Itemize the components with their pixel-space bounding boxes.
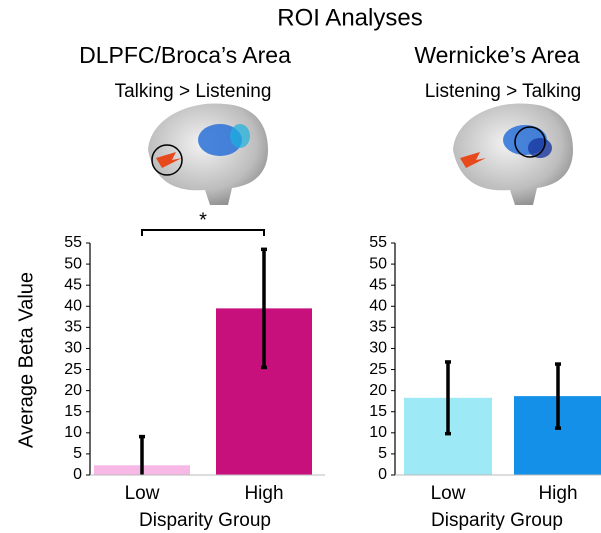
error-bar [261, 247, 267, 370]
y-tick-label: 50 [64, 255, 82, 272]
y-tick-label: 10 [64, 424, 82, 441]
y-tick-label: 45 [64, 276, 82, 293]
y-tick-label: 45 [369, 276, 387, 293]
y-tick-label: 50 [369, 255, 387, 272]
x-tick-label: High [244, 483, 283, 504]
plot-area [94, 247, 312, 476]
y-tick-label: 5 [378, 445, 387, 462]
brain-image [453, 103, 573, 205]
x-tick-label: Low [431, 483, 466, 504]
plot-area [404, 360, 601, 475]
error-bar [139, 434, 145, 476]
y-tick-label: 15 [64, 403, 82, 420]
figure-title: ROI Analyses [277, 4, 422, 31]
chart-subtitle: Listening > Talking [425, 81, 582, 102]
y-tick-label: 0 [378, 466, 387, 483]
y-tick-label: 25 [369, 361, 387, 378]
y-tick-label: 15 [369, 403, 387, 420]
y-tick-label: 55 [64, 234, 82, 251]
y-tick-label: 35 [64, 319, 82, 336]
error-bar [555, 362, 561, 430]
y-axis-label: Average Beta Value [15, 272, 37, 448]
y-tick-label: 35 [369, 319, 387, 336]
y-tick-label: 20 [369, 382, 387, 399]
y-tick-label: 30 [64, 340, 82, 357]
y-tick-label: 25 [64, 361, 82, 378]
x-axis-label: Disparity Group [139, 510, 271, 531]
error-bar [445, 360, 451, 436]
x-axis-label: Disparity Group [431, 510, 563, 531]
y-tick-label: 40 [369, 297, 387, 314]
y-tick-label: 5 [73, 445, 82, 462]
chart-title: Wernicke’s Area [414, 42, 580, 68]
y-tick-label: 55 [369, 234, 387, 251]
chart-subtitle: Talking > Listening [115, 81, 272, 102]
y-tick-label: 0 [73, 466, 82, 483]
significance-label: * [199, 209, 207, 231]
y-tick-label: 40 [64, 297, 82, 314]
x-tick-label: High [538, 483, 577, 504]
y-tick-label: 30 [369, 340, 387, 357]
y-tick-label: 10 [369, 424, 387, 441]
significance-bracket [141, 229, 265, 236]
chart-title: DLPFC/Broca’s Area [79, 42, 291, 68]
y-tick-label: 20 [64, 382, 82, 399]
brain-image [148, 103, 268, 205]
x-tick-label: Low [125, 483, 160, 504]
